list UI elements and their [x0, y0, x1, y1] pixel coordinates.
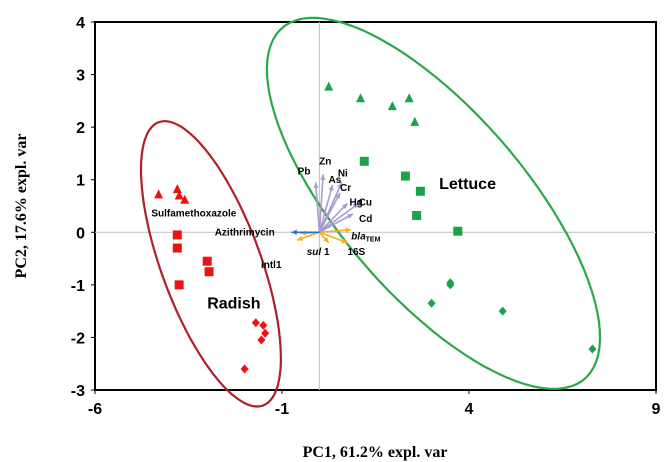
lettuce-point-diamond [588, 344, 597, 354]
radish-point-square [172, 230, 182, 240]
radish-point-diamond [257, 335, 266, 345]
loading-vectors [291, 174, 360, 244]
radish-point-diamond [261, 328, 270, 338]
x-tick-label: -6 [88, 401, 102, 418]
radish-point-square [172, 243, 182, 253]
x-axis-title: PC1, 61.2% expl. var [303, 444, 448, 461]
vector-arrowhead [291, 229, 297, 235]
radish-point-diamond [259, 320, 268, 330]
lettuce-point-square [400, 171, 410, 181]
y-tick-label: -3 [71, 383, 85, 400]
lettuce-point-square [412, 210, 422, 220]
lettuce-point-triangle [410, 116, 420, 126]
radish-point-square [204, 267, 214, 277]
plot-frame [94, 21, 657, 391]
vector-label: Zn [319, 156, 331, 167]
vector-label: Azithrimycin [215, 227, 275, 238]
lettuce-point-diamond [446, 280, 455, 290]
vector-pb [314, 182, 321, 233]
vector-arrowhead [341, 238, 348, 244]
vector-label: Cu [359, 197, 372, 208]
radish-point-triangle [174, 190, 184, 200]
lettuce-point-square [453, 226, 463, 236]
vector-label: Ni [338, 168, 348, 179]
vector-label: blaTEM [351, 232, 380, 244]
vector-label: intl1 [261, 260, 282, 271]
vector-label: 16S [347, 247, 365, 258]
vector-label: Hg [349, 197, 362, 208]
x-tick-label: 4 [465, 401, 474, 418]
vector-arrowhead [328, 184, 334, 191]
lettuce-point-square [359, 156, 369, 166]
lettuce-point-triangle [404, 93, 414, 103]
sample-points [154, 81, 597, 374]
confidence-ellipses [139, 16, 602, 408]
vector-cr [318, 192, 341, 233]
y-tick-label: 2 [76, 120, 85, 137]
vector-arrowhead [296, 235, 303, 241]
radish-point-diamond [251, 318, 260, 328]
zero-axes [95, 22, 656, 390]
vector-as [318, 184, 334, 233]
lettuce-point-triangle [356, 93, 366, 103]
lettuce-point-diamond [498, 306, 507, 316]
y-tick-label: 3 [76, 68, 85, 85]
vector-arrowhead [320, 174, 326, 181]
group-label-lettuce: Lettuce [439, 176, 496, 193]
vector-arrowhead [341, 203, 348, 210]
y-tick-label: -2 [71, 330, 85, 347]
vector-cd [319, 213, 354, 233]
radish-point-triangle [172, 184, 182, 194]
group-label-radish: Radish [207, 296, 260, 313]
vector-label: Cd [359, 214, 372, 225]
vector-arrowhead [345, 227, 352, 233]
radish-point-triangle [180, 194, 190, 204]
vector-arrowhead [347, 213, 354, 219]
vector-label: As [328, 175, 341, 186]
vector-zn [318, 174, 324, 233]
radish-point-diamond [240, 364, 249, 374]
radish-point-triangle [154, 189, 164, 199]
y-tick-label: 0 [76, 225, 85, 242]
y-tick-label: 4 [76, 15, 85, 32]
lettuce-point-triangle [387, 101, 397, 111]
vector-label: Cr [340, 183, 351, 194]
ellipse-radish [139, 120, 283, 408]
vector-arrowhead [337, 182, 343, 189]
y-tick-label: 1 [76, 173, 85, 190]
vector-arrowhead [313, 182, 319, 188]
lettuce-point-triangle [324, 81, 334, 91]
vector-label: sul 1 [307, 247, 330, 258]
y-axis-title: PC2, 17.6% expl. var [13, 134, 30, 279]
vector-hg [318, 202, 349, 233]
ellipse-lettuce [265, 16, 602, 390]
lettuce-point-diamond [427, 298, 436, 308]
vector-arrowhead [335, 192, 340, 199]
radish-point-square [202, 256, 212, 266]
vector-cu [318, 202, 360, 233]
vector-label: Sulfamethoxazole [151, 208, 236, 219]
y-tick-label: -1 [71, 278, 85, 295]
tick-labels: -6 -1 4 9 4 3 2 1 0 -1 -2 -3 [71, 15, 661, 418]
vector-arrowhead [323, 237, 329, 243]
x-tick-label: -1 [275, 401, 289, 418]
vector-arrowhead [352, 203, 359, 209]
x-tick-label: 9 [652, 401, 661, 418]
lettuce-point-square [415, 186, 425, 196]
radish-point-square [174, 280, 184, 290]
vector-label: Pb [298, 166, 311, 177]
